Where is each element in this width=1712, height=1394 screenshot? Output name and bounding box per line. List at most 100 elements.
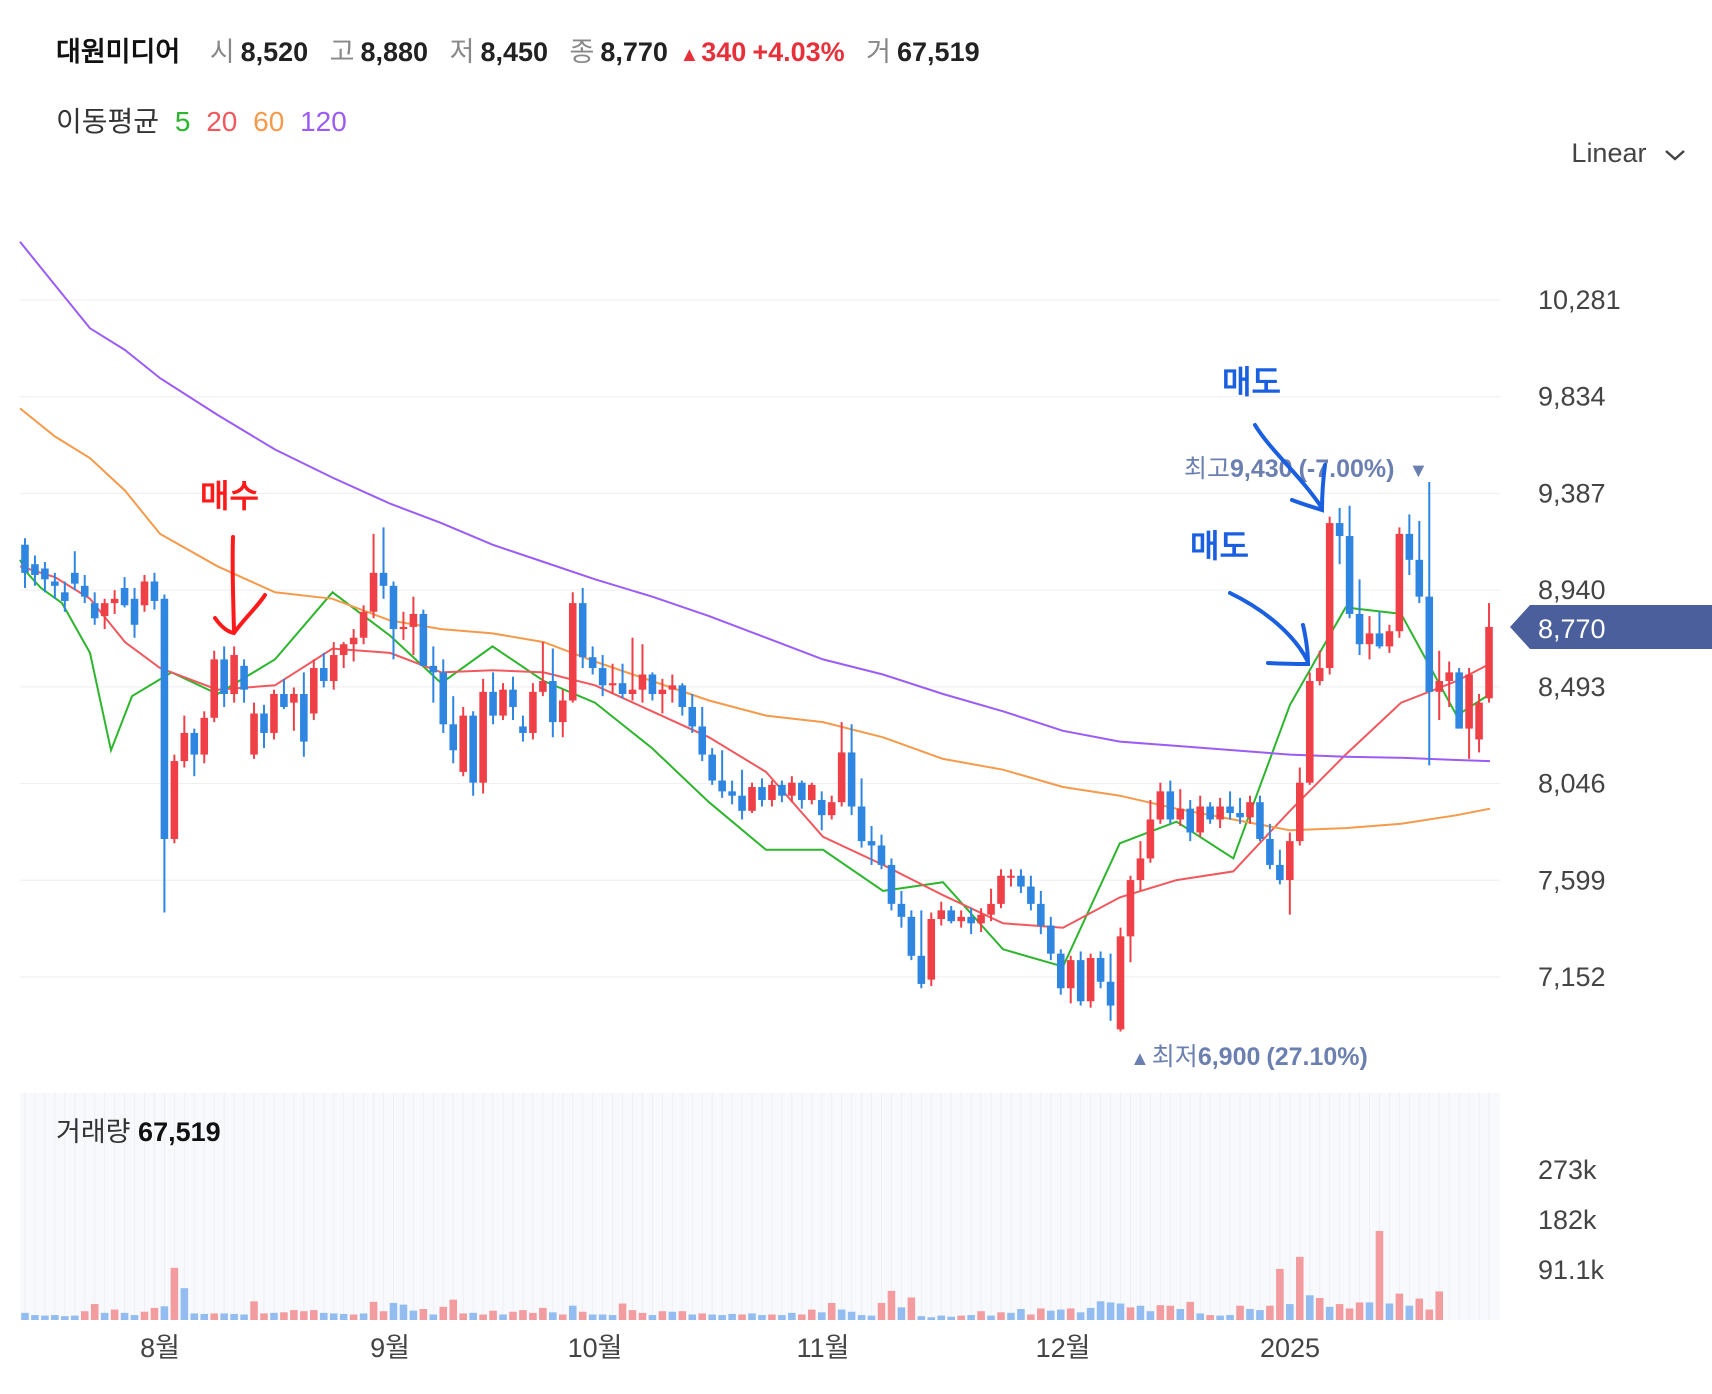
volume-bar	[628, 1310, 637, 1320]
candle-body	[1325, 523, 1334, 669]
high-marker-arrow: ▼	[1408, 460, 1428, 482]
candle-body	[110, 598, 119, 604]
ma-5-line	[19, 559, 1491, 968]
candle-body	[459, 715, 467, 772]
candle-body	[1017, 875, 1025, 887]
candle-body	[837, 752, 846, 803]
volume-bar	[1056, 1309, 1065, 1320]
candle-body	[1465, 674, 1473, 729]
volume-bar	[718, 1315, 726, 1320]
price-tick-label: 8,493	[1538, 672, 1606, 702]
candle-body	[1246, 802, 1254, 818]
volume-bar	[260, 1313, 268, 1320]
volume-bar	[499, 1314, 507, 1320]
price-tick-label: 9,387	[1538, 478, 1606, 508]
candle-body	[917, 955, 926, 984]
volume-bar	[1156, 1305, 1165, 1320]
volume-bar	[240, 1314, 248, 1320]
time-axis: 8월 9월 10월 11월 12월 2025	[140, 1333, 1320, 1363]
volume-bar	[1017, 1309, 1025, 1320]
candle-body	[1216, 806, 1224, 820]
candle-body	[1266, 838, 1274, 865]
high-label: 고	[329, 37, 355, 67]
volume-bar	[738, 1314, 746, 1320]
volume-bar	[618, 1303, 627, 1320]
volume-bar	[210, 1313, 218, 1320]
candle-body	[698, 726, 707, 755]
candle-body	[807, 784, 816, 801]
volume-bar	[90, 1304, 99, 1320]
low-marker-pct: (27.10%)	[1266, 1043, 1367, 1071]
scale-selector[interactable]: Linear	[1571, 138, 1688, 169]
volume-bar	[220, 1313, 228, 1320]
candle-body	[419, 613, 428, 666]
volume-bar	[1027, 1314, 1035, 1320]
candle-body	[778, 784, 786, 796]
volume-bar	[290, 1310, 298, 1320]
volume-bar	[837, 1309, 846, 1320]
candle-body	[270, 693, 278, 733]
candle-body	[927, 919, 936, 980]
volume-bar	[807, 1309, 816, 1320]
volume-bar	[1435, 1291, 1444, 1320]
volume-bar	[429, 1314, 438, 1320]
candle-body	[578, 603, 587, 658]
ma-120-toggle[interactable]: 120	[300, 106, 347, 137]
ma-20-line	[19, 565, 1491, 929]
candle-body	[300, 693, 308, 742]
candle-body	[817, 800, 826, 816]
candle-body	[61, 592, 69, 601]
candle-body	[51, 581, 59, 586]
time-tick-label: 10월	[568, 1333, 623, 1363]
candle-body	[967, 916, 975, 924]
candle-body	[240, 665, 248, 690]
candle-body	[310, 668, 318, 714]
candle-body	[290, 693, 298, 703]
sell-label-top: 매도	[1222, 364, 1281, 400]
candle-body	[588, 657, 597, 669]
change-value: 340	[701, 37, 747, 67]
buy-label: 매수	[200, 478, 259, 514]
volume-label: 거	[866, 37, 892, 67]
volume-bar	[648, 1315, 657, 1320]
candle-body	[847, 752, 856, 807]
volume-bar	[250, 1301, 258, 1320]
volume-bar	[1176, 1309, 1185, 1320]
sell-annotation-top: 매도	[1222, 364, 1327, 513]
candle-body	[70, 572, 79, 584]
volume-bar	[1047, 1310, 1055, 1320]
ma-5-toggle[interactable]: 5	[174, 106, 191, 137]
volume-bar	[519, 1310, 527, 1320]
candle-body	[718, 780, 726, 792]
volume-bar	[887, 1290, 896, 1320]
candle-body	[1027, 886, 1035, 904]
price-tick-label: 8,940	[1538, 575, 1606, 605]
ma-20-toggle[interactable]: 20	[206, 106, 238, 137]
candle-body	[728, 791, 736, 796]
candle-body	[449, 724, 458, 751]
high-marker-label: 최고	[1184, 455, 1230, 483]
candle-body	[668, 685, 677, 690]
candle-body	[349, 637, 358, 645]
volume-bar	[1355, 1302, 1364, 1320]
candle-body	[1206, 806, 1214, 820]
volume-bar	[1216, 1315, 1224, 1320]
candle-body	[1256, 802, 1264, 839]
sell-label-mid: 매도	[1190, 528, 1249, 564]
candle-body	[1475, 702, 1483, 740]
candle-body	[1196, 806, 1204, 833]
candle-body	[120, 587, 129, 606]
price-tick-label: 9,834	[1538, 382, 1606, 412]
candle-body	[758, 787, 766, 801]
ma-60-toggle[interactable]: 60	[253, 106, 285, 137]
volume-bar	[549, 1312, 557, 1320]
volume-bar	[1116, 1303, 1125, 1320]
price-tick-label: 7,599	[1538, 865, 1606, 895]
candle-body	[100, 603, 109, 617]
candle-body	[509, 689, 517, 707]
chevron-down-icon	[1665, 149, 1685, 161]
candle-body	[1086, 957, 1095, 1002]
candle-body	[559, 700, 567, 723]
volume-bar	[778, 1315, 786, 1320]
